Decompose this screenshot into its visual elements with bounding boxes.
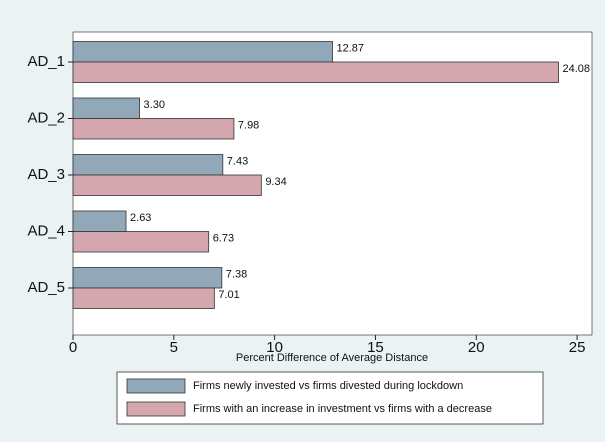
bar — [72, 231, 210, 253]
y-tick-label: AD_4 — [27, 222, 65, 239]
bar — [72, 154, 224, 176]
y-tick-label: AD_2 — [27, 109, 65, 126]
x-tick-label: 15 — [367, 339, 384, 356]
bar — [72, 174, 262, 196]
value-label: 7.43 — [227, 156, 248, 168]
value-label: 24.08 — [563, 63, 591, 75]
bar — [72, 210, 127, 232]
value-label: 6.73 — [213, 233, 234, 245]
x-tick-label: 25 — [569, 339, 586, 356]
y-tick-label: AD_5 — [27, 279, 65, 296]
x-tick-label: 20 — [468, 339, 485, 356]
legend — [116, 371, 544, 425]
bar — [72, 267, 223, 289]
value-label: 9.34 — [265, 176, 286, 188]
y-tick-label: AD_1 — [27, 53, 65, 70]
value-label: 7.38 — [226, 269, 247, 281]
x-tick-label: 5 — [170, 339, 178, 356]
legend-swatch — [126, 378, 186, 394]
value-label: 2.63 — [130, 212, 151, 224]
x-tick-label: 0 — [69, 339, 77, 356]
legend-swatch — [126, 401, 186, 417]
y-tick-label: AD_3 — [27, 166, 65, 183]
bar — [72, 118, 235, 140]
bar — [72, 61, 559, 83]
value-label: 12.87 — [337, 43, 365, 55]
bar — [72, 287, 215, 309]
x-tick-label: 10 — [266, 339, 283, 356]
legend-label: Firms newly invested vs firms divested d… — [193, 380, 463, 392]
value-label: 7.01 — [218, 289, 239, 301]
bar — [72, 97, 140, 119]
bar — [72, 41, 333, 63]
value-label: 7.98 — [238, 120, 259, 132]
x-axis-title: Percent Difference of Average Distance — [236, 352, 428, 364]
value-label: 3.30 — [144, 99, 165, 111]
legend-label: Firms with an increase in investment vs … — [193, 403, 492, 415]
